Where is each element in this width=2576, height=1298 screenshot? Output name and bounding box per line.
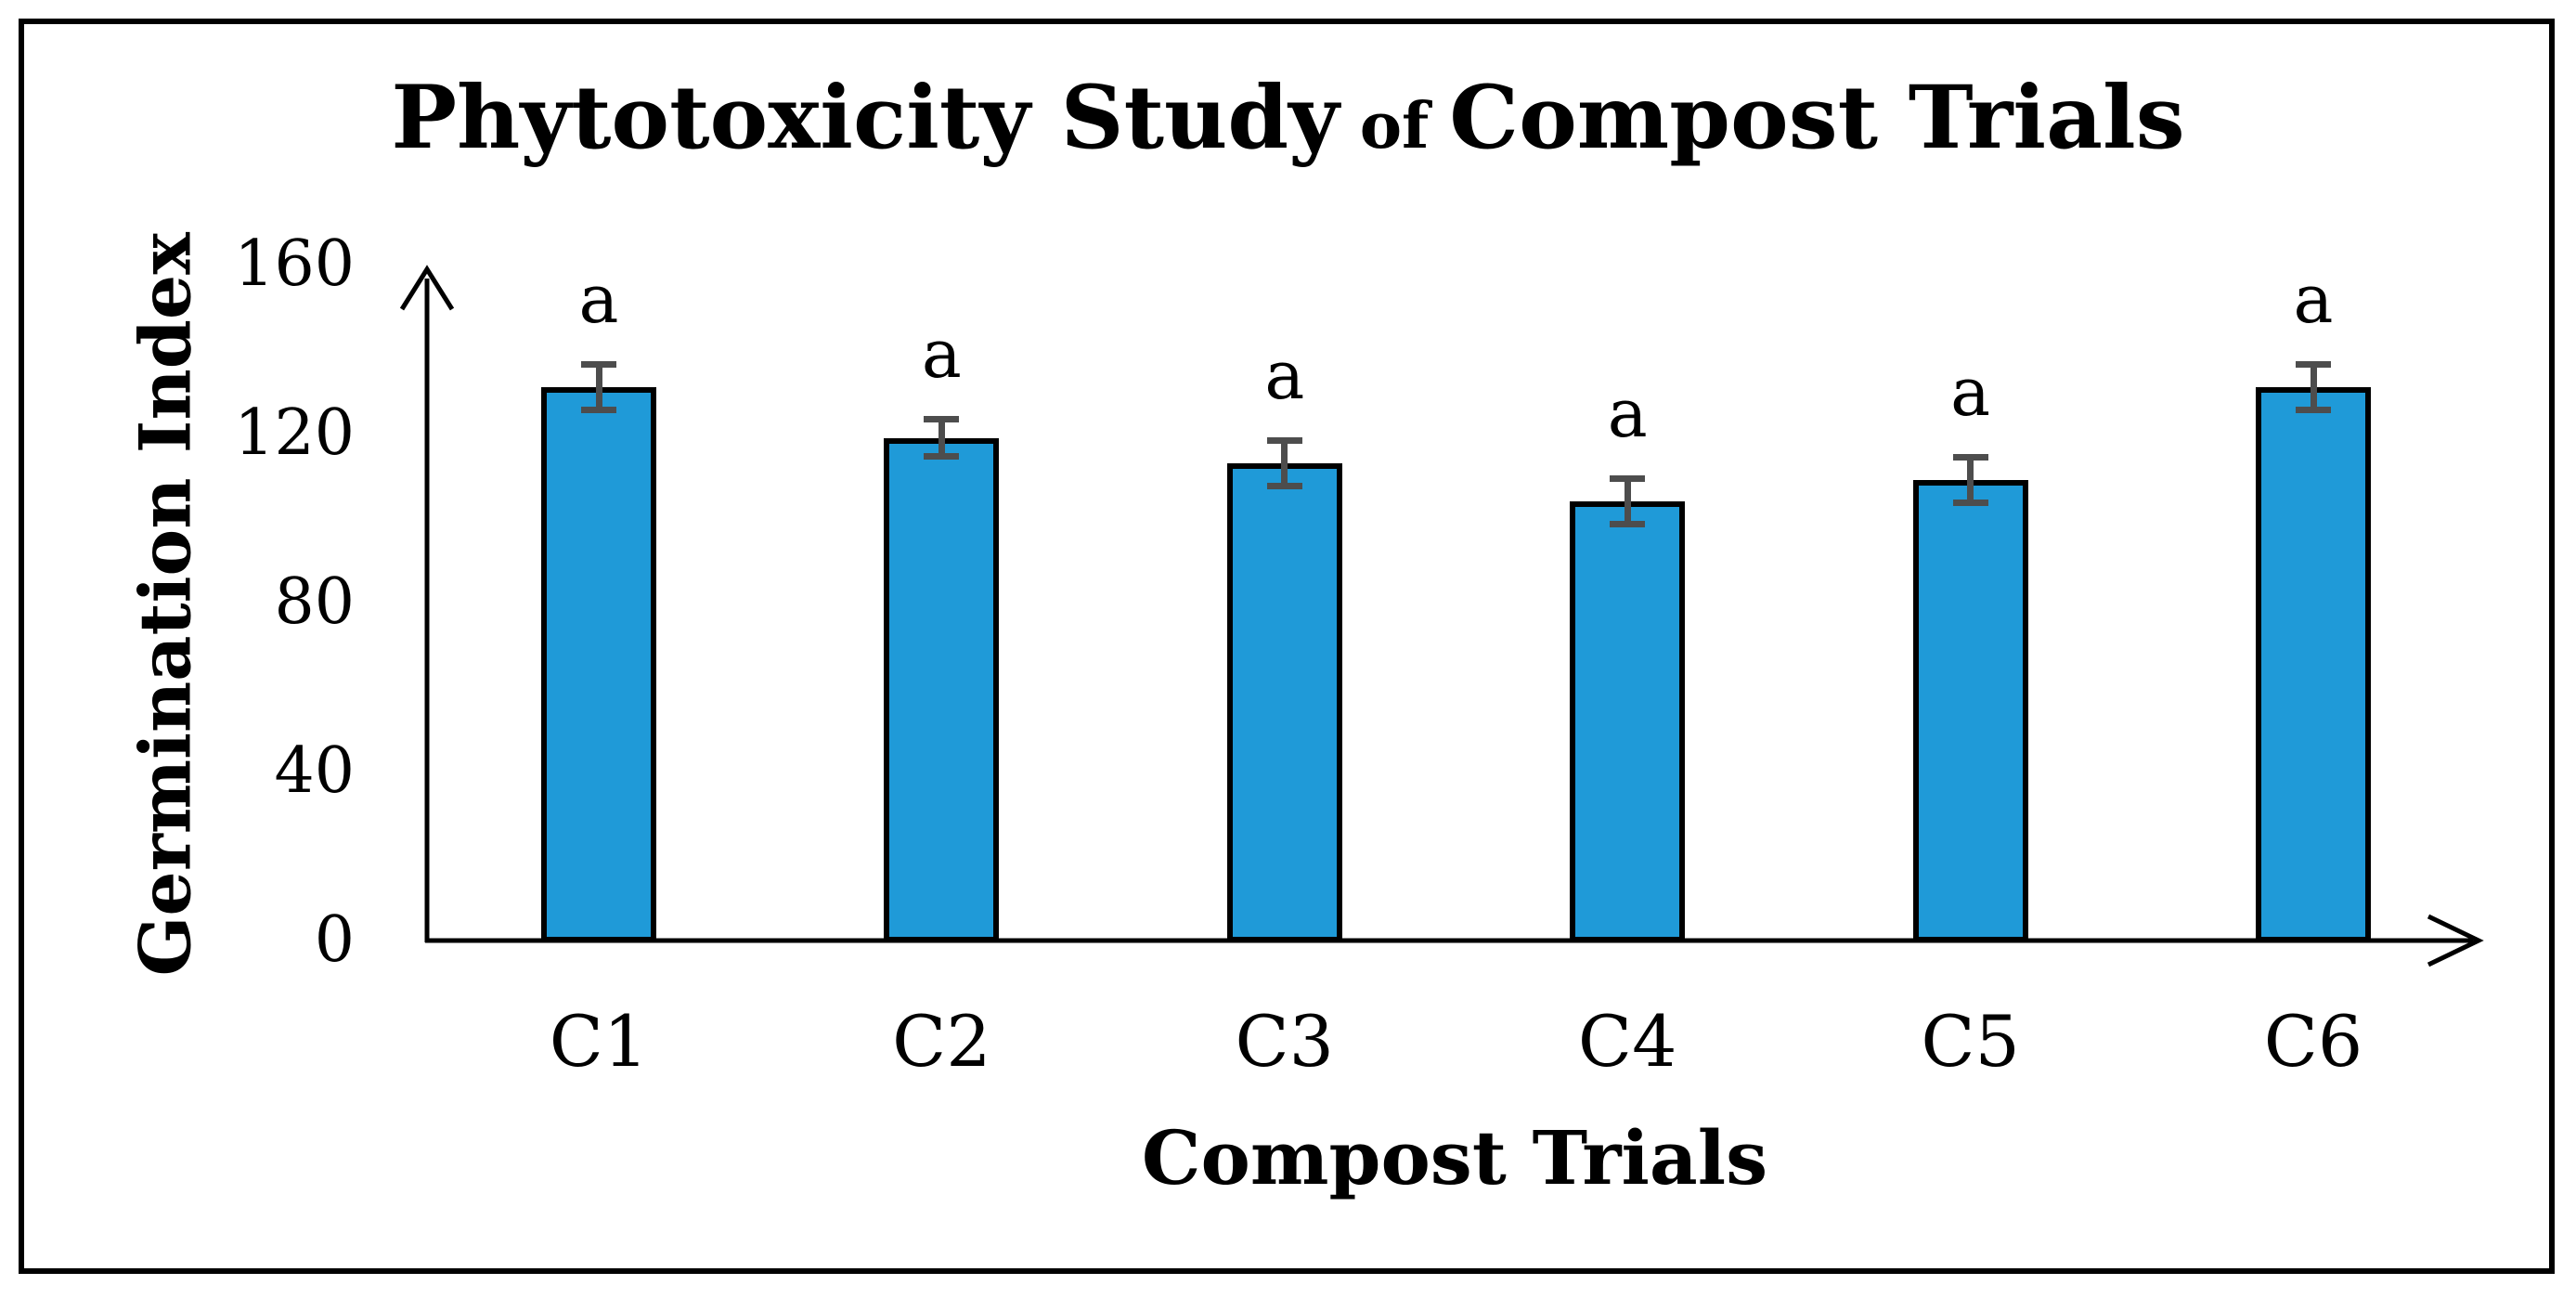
y-tick-label: 120 [234,396,355,470]
error-bar [2310,366,2317,409]
bar-significance-label: a [578,260,619,339]
chart-title: Phytotoxicity Study of Compost Trials [0,67,2576,169]
error-bar-bottom-cap [1266,482,1302,489]
error-bar-bottom-cap [1952,499,1988,506]
bar-significance-label: a [1950,353,1991,432]
chart-title-of: of [1359,89,1430,163]
error-bar-top-cap [1952,454,1988,461]
error-bar-bottom-cap [1610,520,1646,527]
x-tick-label: C1 [549,1000,649,1083]
x-tick-label: C5 [1921,1000,2020,1083]
y-tick-label: 160 [234,227,355,301]
error-bar [1281,442,1288,485]
bar [1912,480,2028,942]
bar [541,386,656,942]
y-tick-label: 0 [314,903,355,977]
bar [1226,462,1342,942]
error-bar-bottom-cap [924,452,960,460]
chart-title-part1: Phytotoxicity Study [391,67,1340,169]
bar [1570,500,1686,942]
x-tick-label: C2 [892,1000,991,1083]
error-bar [1967,459,1974,501]
bar-significance-label: a [921,315,962,394]
x-axis-title: Compost Trials [1141,1114,1768,1201]
bar-significance-label: a [2293,260,2334,339]
bar-significance-label: a [1264,336,1305,415]
bar [884,437,1000,942]
error-bar-top-cap [1610,475,1646,483]
y-tick-label: 40 [274,734,355,808]
chart-title-part2: Compost Trials [1449,67,2185,169]
error-bar [1624,480,1631,523]
x-tick-label: C6 [2263,1000,2363,1083]
x-axis-arrow-icon [2427,914,2484,967]
error-bar [595,366,602,409]
y-axis-arrow-icon [399,265,455,311]
figure-border-frame [19,19,2555,1274]
error-bar-top-cap [1266,437,1302,445]
error-bar-bottom-cap [581,406,616,413]
y-tick-label: 80 [274,565,355,639]
bar-significance-label: a [1607,374,1648,453]
x-tick-label: C3 [1235,1000,1335,1083]
error-bar-top-cap [924,416,960,423]
bar [2256,386,2371,942]
error-bar-top-cap [2296,361,2331,369]
error-bar-top-cap [581,361,616,369]
error-bar [938,421,945,455]
error-bar-bottom-cap [2296,406,2331,413]
x-tick-label: C4 [1577,1000,1677,1083]
